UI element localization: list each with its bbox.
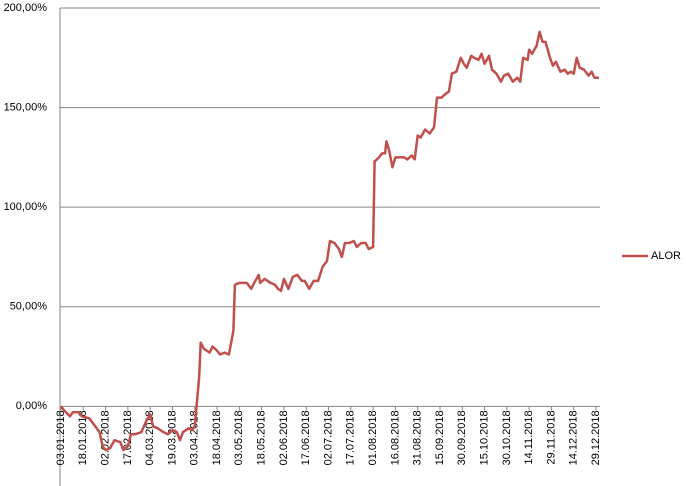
y-tick-label: 150,00% — [4, 101, 48, 113]
x-tick-label: 01.08.2018 — [367, 410, 379, 465]
x-tick-label: 18.01.2018 — [77, 410, 89, 465]
x-tick-label: 02.06.2018 — [278, 410, 290, 465]
x-tick-label: 17.06.2018 — [300, 410, 312, 465]
x-tick-label: 02.02.2018 — [99, 410, 111, 465]
x-tick-label: 15.10.2018 — [478, 410, 490, 465]
x-tick-label: 14.12.2018 — [568, 410, 580, 465]
x-tick-label: 18.04.2018 — [211, 410, 223, 465]
y-tick-label: 100,00% — [4, 201, 48, 213]
x-tick-label: 31.08.2018 — [412, 410, 424, 465]
data-line — [60, 30, 599, 452]
x-tick-label: 30.10.2018 — [501, 410, 513, 465]
x-tick-label: 30.09.2018 — [456, 410, 468, 465]
x-tick-label: 18.05.2018 — [256, 410, 268, 465]
x-tick-label: 17.02.2018 — [122, 410, 134, 465]
x-tick-label: 03.01.2018 — [55, 410, 67, 465]
x-tick-label: 19.03.2018 — [166, 410, 178, 465]
y-tick-label: 50,00% — [10, 301, 48, 313]
x-tick-label: 03.04.2018 — [189, 410, 201, 465]
x-tick-label: 29.12.2018 — [590, 410, 602, 465]
x-tick-label: 15.09.2018 — [434, 410, 446, 465]
x-tick-label: 03.05.2018 — [233, 410, 245, 465]
x-tick-label: 02.07.2018 — [322, 410, 334, 465]
x-tick-label: 16.08.2018 — [389, 410, 401, 465]
x-tick-label: 29.11.2018 — [545, 410, 557, 464]
x-tick-label: 14.11.2018 — [523, 410, 535, 464]
legend-label: ALOR — [651, 250, 681, 262]
y-tick-label: 200,00% — [4, 2, 48, 14]
y-tick-label: 0,00% — [16, 400, 47, 412]
x-tick-label: 17.07.2018 — [345, 410, 357, 465]
